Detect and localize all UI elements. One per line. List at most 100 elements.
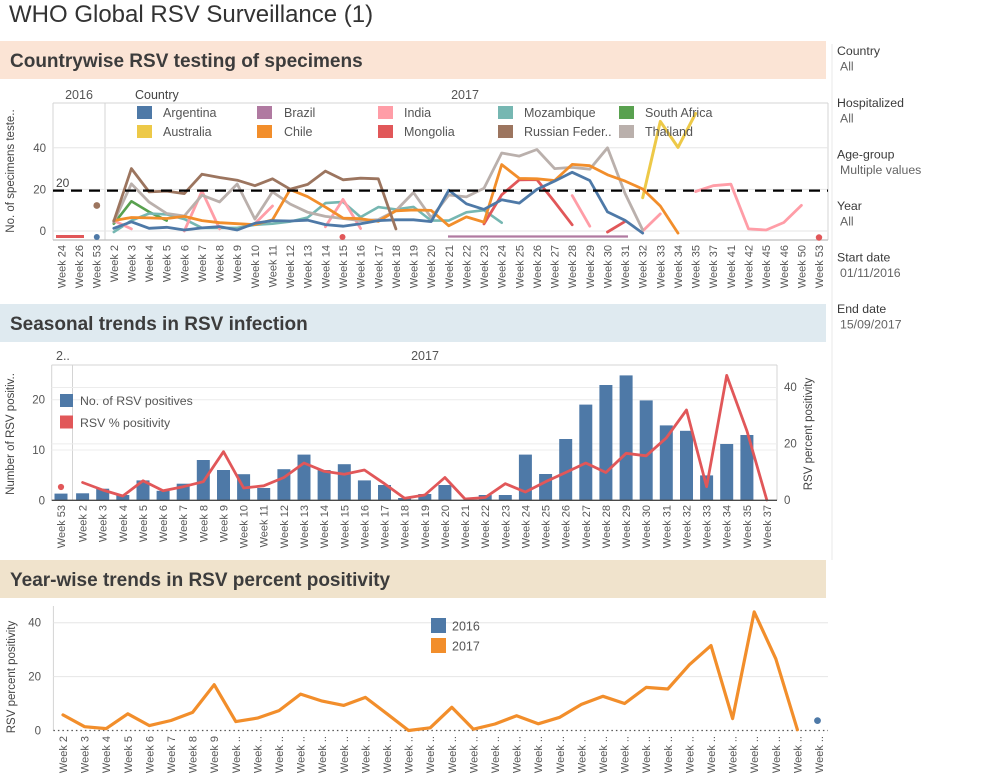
svg-text:Week 13: Week 13 — [303, 245, 315, 288]
svg-text:Week ..: Week .. — [706, 736, 718, 773]
svg-text:Week 3: Week 3 — [98, 505, 110, 542]
svg-text:Week ..: Week .. — [555, 736, 567, 773]
svg-text:All: All — [840, 112, 854, 126]
svg-text:Week 33: Week 33 — [702, 505, 714, 548]
svg-text:Week 46: Week 46 — [779, 245, 791, 288]
svg-text:Week 15: Week 15 — [338, 245, 350, 288]
svg-text:Week 7: Week 7 — [178, 505, 190, 542]
svg-text:10: 10 — [32, 445, 45, 457]
svg-text:Week ..: Week .. — [749, 736, 761, 773]
svg-text:Week ..: Week .. — [231, 736, 243, 773]
svg-text:Week ..: Week .. — [620, 736, 632, 773]
svg-text:40: 40 — [784, 382, 797, 394]
svg-text:Week ..: Week .. — [641, 736, 653, 773]
svg-text:Week 29: Week 29 — [621, 505, 633, 548]
svg-text:20: 20 — [33, 184, 46, 196]
svg-text:Week ..: Week .. — [317, 736, 329, 773]
svg-text:Week ..: Week .. — [382, 736, 394, 773]
svg-text:Week 24: Week 24 — [520, 505, 532, 548]
svg-text:15/09/2017: 15/09/2017 — [840, 318, 902, 332]
svg-text:Week 18: Week 18 — [400, 505, 412, 548]
svg-text:Week 9: Week 9 — [232, 245, 244, 282]
svg-text:40: 40 — [28, 618, 41, 630]
svg-text:Country: Country — [837, 44, 881, 58]
svg-text:Week 15: Week 15 — [339, 505, 351, 548]
svg-text:Mozambique: Mozambique — [524, 106, 596, 120]
svg-text:Week 16: Week 16 — [356, 245, 368, 288]
svg-text:Week 3: Week 3 — [126, 245, 138, 282]
svg-text:No. of specimens teste..: No. of specimens teste.. — [5, 109, 17, 232]
svg-text:Start date: Start date — [837, 251, 890, 265]
svg-text:Week 19: Week 19 — [420, 505, 432, 548]
svg-text:All: All — [840, 215, 854, 229]
svg-text:Week 29: Week 29 — [585, 245, 597, 288]
svg-text:Week 7: Week 7 — [197, 245, 209, 282]
svg-text:Week 33: Week 33 — [655, 245, 667, 288]
svg-text:Week 4: Week 4 — [118, 505, 130, 542]
svg-text:20: 20 — [56, 176, 70, 190]
svg-text:Week 12: Week 12 — [279, 505, 291, 548]
svg-text:Multiple values: Multiple values — [840, 163, 921, 177]
svg-text:Week 17: Week 17 — [380, 505, 392, 548]
svg-text:20: 20 — [32, 395, 45, 407]
svg-text:Week 2: Week 2 — [109, 245, 121, 282]
svg-text:Week ..: Week .. — [360, 736, 372, 773]
svg-text:Week 32: Week 32 — [682, 505, 694, 548]
svg-text:Week 24: Week 24 — [497, 245, 509, 288]
svg-text:Week 8: Week 8 — [215, 245, 227, 282]
svg-text:Week 9: Week 9 — [219, 505, 231, 542]
svg-text:Week 24: Week 24 — [57, 245, 69, 288]
svg-text:Week ..: Week .. — [296, 736, 308, 773]
svg-text:Week 45: Week 45 — [761, 245, 773, 288]
svg-text:Week 16: Week 16 — [359, 505, 371, 548]
svg-text:Week ..: Week .. — [663, 736, 675, 773]
svg-text:Week 20: Week 20 — [440, 505, 452, 548]
svg-text:Week ..: Week .. — [533, 736, 545, 773]
svg-text:Week 10: Week 10 — [250, 245, 262, 288]
svg-text:Week ..: Week .. — [728, 736, 740, 773]
svg-text:Week 12: Week 12 — [285, 245, 297, 288]
svg-text:Week 10: Week 10 — [239, 505, 251, 548]
svg-text:Week 7: Week 7 — [166, 736, 178, 773]
svg-text:Week 21: Week 21 — [444, 245, 456, 288]
svg-text:RSV percent positivity: RSV percent positivity — [803, 378, 815, 491]
svg-text:RSV % positivity: RSV % positivity — [80, 416, 171, 430]
svg-text:Week 30: Week 30 — [603, 245, 615, 288]
svg-text:Chile: Chile — [284, 125, 313, 139]
svg-text:Week 53: Week 53 — [56, 505, 68, 548]
svg-text:Week 22: Week 22 — [480, 505, 492, 548]
svg-text:Hospitalized: Hospitalized — [837, 96, 904, 110]
svg-text:Week 53: Week 53 — [91, 245, 103, 288]
svg-text:Week 42: Week 42 — [744, 245, 756, 288]
svg-text:Week 35: Week 35 — [691, 245, 703, 288]
svg-text:Week 6: Week 6 — [144, 736, 156, 773]
svg-text:Week 37: Week 37 — [708, 245, 720, 288]
svg-text:Week ..: Week .. — [792, 736, 804, 773]
svg-text:Age-group: Age-group — [837, 148, 895, 162]
svg-text:Country: Country — [135, 88, 180, 102]
svg-text:Week 34: Week 34 — [673, 245, 685, 288]
svg-text:Week 8: Week 8 — [198, 505, 210, 542]
svg-text:Week 6: Week 6 — [179, 245, 191, 282]
svg-text:2017: 2017 — [451, 88, 479, 102]
svg-text:Week ..: Week .. — [814, 736, 826, 773]
svg-text:Week 28: Week 28 — [601, 505, 613, 548]
svg-text:RSV percent positivity: RSV percent positivity — [6, 621, 18, 734]
svg-text:Week 13: Week 13 — [299, 505, 311, 548]
svg-text:Week ..: Week .. — [771, 736, 783, 773]
svg-text:Week 4: Week 4 — [144, 245, 156, 282]
svg-text:Week 3: Week 3 — [80, 736, 92, 773]
svg-text:Thailand: Thailand — [645, 125, 693, 139]
svg-text:India: India — [404, 106, 431, 120]
svg-text:Week ..: Week .. — [576, 736, 588, 773]
svg-text:Week 25: Week 25 — [541, 505, 553, 548]
svg-text:2017: 2017 — [411, 349, 439, 363]
svg-text:Week 5: Week 5 — [123, 736, 135, 773]
svg-text:Argentina: Argentina — [163, 106, 217, 120]
svg-text:Week ..: Week .. — [684, 736, 696, 773]
svg-text:Week 37: Week 37 — [762, 505, 774, 548]
svg-text:40: 40 — [33, 143, 46, 155]
svg-text:South Africa: South Africa — [645, 106, 712, 120]
svg-text:0: 0 — [40, 226, 46, 238]
svg-text:Week 28: Week 28 — [567, 245, 579, 288]
